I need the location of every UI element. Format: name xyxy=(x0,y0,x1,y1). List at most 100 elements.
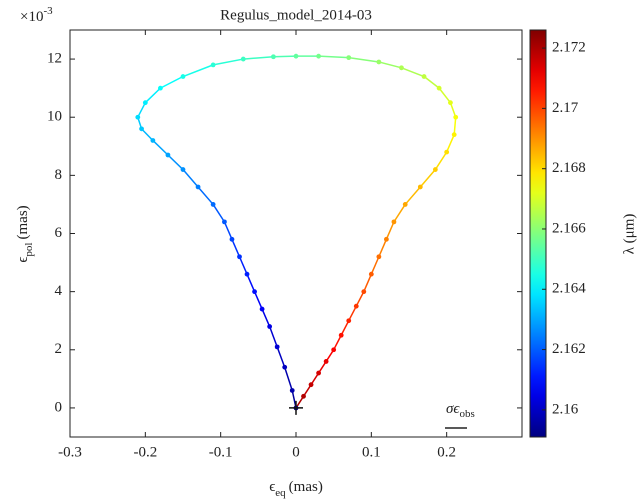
point xyxy=(282,364,288,370)
connector xyxy=(370,256,380,275)
connector xyxy=(419,169,436,188)
point xyxy=(444,149,450,155)
point xyxy=(451,132,457,138)
y-label-symbol: ϵ xyxy=(15,257,31,263)
x-tick-label: -0.1 xyxy=(209,444,233,460)
y-tick-label: 6 xyxy=(55,225,63,241)
point xyxy=(308,382,314,388)
connector xyxy=(401,67,425,78)
point xyxy=(353,303,359,309)
colorbar-tick-label: 2.166 xyxy=(552,220,586,236)
y-tick-label: 0 xyxy=(55,399,63,415)
point xyxy=(289,388,295,393)
connector xyxy=(182,169,199,188)
connector xyxy=(318,55,349,59)
colorbar-tick-label: 2.164 xyxy=(552,281,586,297)
y-tick-label: 10 xyxy=(47,109,62,125)
point xyxy=(210,62,216,68)
exponent-base: ×10 xyxy=(20,9,43,25)
connector xyxy=(348,305,357,322)
plot-frame xyxy=(69,29,523,438)
point xyxy=(316,370,321,376)
connector xyxy=(378,239,388,258)
colorbar-tick-label: 2.162 xyxy=(552,341,586,357)
point xyxy=(252,289,257,295)
origin-marker xyxy=(289,400,303,415)
point xyxy=(417,184,423,190)
colorbar xyxy=(529,29,547,438)
point xyxy=(158,85,163,91)
connector xyxy=(160,75,184,89)
connector xyxy=(231,239,241,258)
point xyxy=(267,324,273,329)
x-label-sub: eq xyxy=(275,487,286,499)
point xyxy=(421,74,427,79)
point xyxy=(361,289,367,295)
x-tick-label: -0.2 xyxy=(133,444,157,460)
y-label-unit: (mas) xyxy=(15,205,31,239)
connector xyxy=(268,326,278,348)
point xyxy=(165,152,171,158)
connector xyxy=(340,320,350,336)
point xyxy=(384,236,389,242)
y-tick-label: 4 xyxy=(55,283,63,299)
colorbar-tick-label: 2.168 xyxy=(552,160,586,176)
point xyxy=(399,65,404,71)
annotation: σϵobs xyxy=(446,401,475,419)
colorbar-tick-label: 2.16 xyxy=(552,401,579,417)
point xyxy=(376,59,382,65)
x-tick-label: 0.1 xyxy=(362,444,381,460)
point xyxy=(229,236,235,242)
point xyxy=(346,55,352,61)
connector xyxy=(223,221,233,240)
point xyxy=(244,271,250,277)
connector xyxy=(355,291,365,307)
point xyxy=(331,347,337,353)
point xyxy=(142,100,148,106)
point xyxy=(301,393,306,399)
point xyxy=(453,114,459,120)
point xyxy=(346,318,352,324)
point xyxy=(316,53,321,59)
colorbar-tick-label: 2.172 xyxy=(552,40,586,56)
connector xyxy=(449,102,457,118)
point xyxy=(150,138,156,143)
connector xyxy=(238,256,248,275)
y-tick-label: 2 xyxy=(55,341,63,357)
point xyxy=(195,184,201,190)
exponent-power: -3 xyxy=(43,5,53,17)
connector xyxy=(333,334,342,351)
connector xyxy=(246,273,256,292)
connector xyxy=(423,75,440,89)
point xyxy=(323,359,329,364)
connector xyxy=(438,87,452,104)
y-label-sub: pol xyxy=(23,243,35,257)
connector xyxy=(276,346,286,368)
point xyxy=(432,167,438,172)
point xyxy=(240,56,246,62)
connector xyxy=(167,154,184,171)
y-exponent: ×10-3 xyxy=(20,5,53,26)
connector xyxy=(137,102,146,118)
connector xyxy=(283,366,293,391)
point xyxy=(402,202,408,207)
point xyxy=(259,306,265,312)
annotation-symbol: σϵ xyxy=(446,401,460,417)
colorbar-label: λ (μm) xyxy=(621,214,637,255)
x-label-symbol: ϵ xyxy=(269,479,275,495)
x-tick-label: 0.2 xyxy=(437,444,456,460)
connector xyxy=(144,87,161,104)
connector xyxy=(363,273,373,292)
point xyxy=(274,344,280,350)
connector xyxy=(385,221,395,240)
connector xyxy=(253,291,263,310)
point xyxy=(293,53,299,59)
chart-title: Regulus_model_2014-03 xyxy=(220,7,372,23)
point xyxy=(135,114,141,120)
point xyxy=(237,254,242,260)
connector xyxy=(393,204,406,223)
point xyxy=(180,74,186,79)
connector xyxy=(152,139,169,156)
point xyxy=(368,271,374,277)
